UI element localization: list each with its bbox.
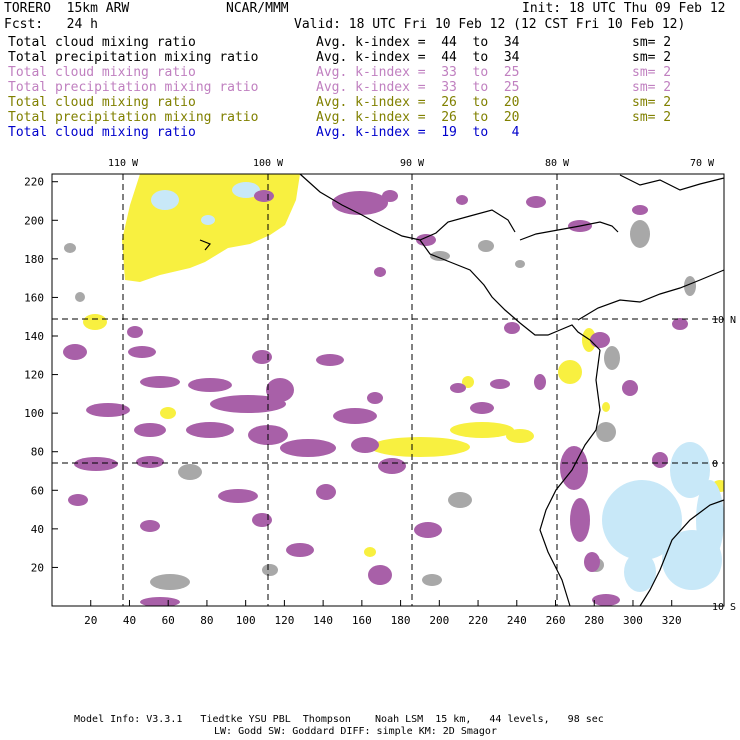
header-model: TORERO 15km ARW xyxy=(4,1,130,16)
footer-physics-info: LW: Godd SW: Goddard DIFF: simple KM: 2D… xyxy=(214,726,497,737)
plot-border xyxy=(51,173,725,607)
x-tick-label: 120 xyxy=(274,614,294,627)
legend-sm-4: sm= 2 xyxy=(632,95,672,110)
y-tick-label: 140 xyxy=(24,330,44,343)
y-tick-label: 80 xyxy=(31,446,44,459)
footer-model-info: Model Info: V3.3.1 Tiedtke YSU PBL Thomp… xyxy=(74,714,604,725)
legend-kindex-1: Avg. k-index = 44 to 34 xyxy=(316,50,520,65)
legend-sm-2: sm= 2 xyxy=(632,65,672,80)
x-tick-label: 220 xyxy=(468,614,488,627)
x-tick-label: 60 xyxy=(162,614,175,627)
x-tick-label: 20 xyxy=(84,614,97,627)
x-tick-label: 320 xyxy=(662,614,682,627)
legend-kindex-3: Avg. k-index = 33 to 25 xyxy=(316,80,520,95)
lat-label: 0 xyxy=(712,459,718,470)
lon-label: 110 W xyxy=(108,158,139,169)
coastlines xyxy=(199,173,725,607)
y-tick-label: 180 xyxy=(24,253,44,266)
legend-kindex-6: Avg. k-index = 19 to 4 xyxy=(316,125,520,140)
legend-kindex-4: Avg. k-index = 26 to 20 xyxy=(316,95,520,110)
x-tick-label: 160 xyxy=(352,614,372,627)
legend-sm-0: sm= 2 xyxy=(632,35,672,50)
legend-kindex-0: Avg. k-index = 44 to 34 xyxy=(316,35,520,50)
header-org: NCAR/MMM xyxy=(226,1,289,16)
longitude-labels: 110 W 100 W 90 W 80 W 70 W xyxy=(108,158,715,169)
x-tick-label: 100 xyxy=(236,614,256,627)
y-axis-ticks: 20 40 60 80 100 120 140 160 180 200 220 xyxy=(24,176,58,574)
legend-sm-1: sm= 2 xyxy=(632,50,672,65)
gray-cloud-areas xyxy=(64,220,696,590)
legend-field-1: Total precipitation mixing ratio xyxy=(8,50,259,65)
legend-kindex-2: Avg. k-index = 33 to 25 xyxy=(316,65,520,80)
legend-field-6: Total cloud mixing ratio xyxy=(8,125,196,140)
header-fcst: Fcst: 24 h xyxy=(4,17,98,32)
header-init: Init: 18 UTC Thu 09 Feb 12 xyxy=(522,1,726,16)
y-tick-label: 220 xyxy=(24,176,44,189)
lat-lon-grid xyxy=(52,174,724,606)
legend-field-3: Total precipitation mixing ratio xyxy=(8,80,259,95)
y-tick-label: 20 xyxy=(31,561,44,574)
legend-field-4: Total cloud mixing ratio xyxy=(8,95,196,110)
lat-label: 10 N xyxy=(712,315,736,326)
y-tick-label: 120 xyxy=(24,369,44,382)
x-tick-label: 140 xyxy=(313,614,333,627)
x-tick-label: 80 xyxy=(200,614,213,627)
x-tick-label: 200 xyxy=(429,614,449,627)
x-tick-label: 180 xyxy=(391,614,411,627)
legend-field-5: Total precipitation mixing ratio xyxy=(8,110,259,125)
x-tick-label: 280 xyxy=(584,614,604,627)
x-tick-label: 260 xyxy=(546,614,566,627)
header-valid: Valid: 18 UTC Fri 10 Feb 12 (12 CST Fri … xyxy=(294,17,686,32)
legend-sm-3: sm= 2 xyxy=(632,80,672,95)
lon-label: 80 W xyxy=(545,158,570,169)
cyan-cloud-areas xyxy=(151,182,724,592)
lon-label: 100 W xyxy=(253,158,284,169)
x-tick-label: 40 xyxy=(123,614,136,627)
lat-label: 10 S xyxy=(712,602,736,613)
y-tick-label: 60 xyxy=(31,484,44,497)
y-tick-label: 200 xyxy=(24,214,44,227)
legend-field-0: Total cloud mixing ratio xyxy=(8,35,196,50)
legend-field-2: Total cloud mixing ratio xyxy=(8,65,196,80)
y-tick-label: 100 xyxy=(24,407,44,420)
x-tick-label: 300 xyxy=(623,614,643,627)
y-tick-label: 160 xyxy=(24,291,44,304)
lon-label: 90 W xyxy=(400,158,425,169)
lon-label: 70 W xyxy=(690,158,715,169)
legend-kindex-5: Avg. k-index = 26 to 20 xyxy=(316,110,520,125)
x-axis-ticks: 20 40 60 80 100 120 140 160 180 200 220 240 260 280 30… xyxy=(84,600,682,627)
x-tick-label: 240 xyxy=(507,614,527,627)
legend-sm-5: sm= 2 xyxy=(632,110,672,125)
latitude-labels: 10 N 0 10 S xyxy=(712,315,736,613)
y-tick-label: 40 xyxy=(31,523,44,536)
purple-cloud-areas xyxy=(63,190,688,606)
